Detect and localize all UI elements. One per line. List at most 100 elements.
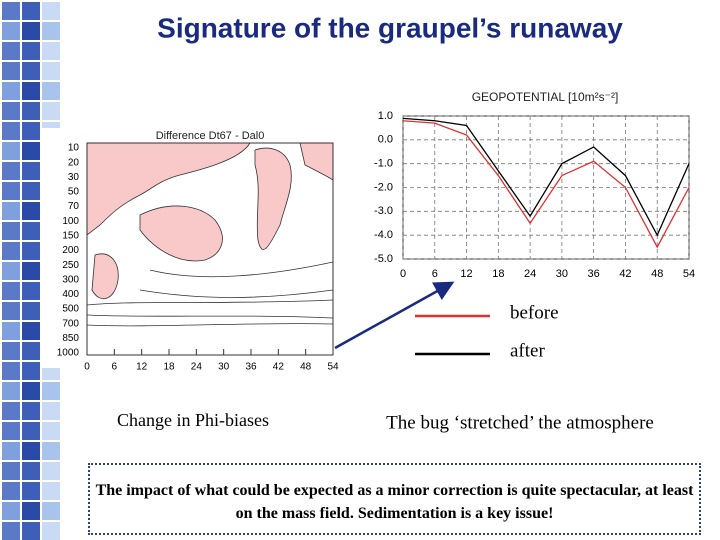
y-tick-label: 100 — [62, 216, 79, 227]
decor-square — [2, 462, 20, 480]
decor-square — [2, 282, 20, 300]
decor-square — [42, 442, 60, 460]
y-tick-label: 10 — [68, 143, 80, 154]
decor-square — [42, 402, 60, 420]
decor-square — [2, 182, 20, 200]
decor-square — [22, 342, 40, 360]
decor-square — [2, 162, 20, 180]
decor-square — [22, 282, 40, 300]
decor-square — [2, 522, 20, 540]
decor-square — [22, 522, 40, 540]
decor-square — [2, 202, 20, 220]
y-tick-label: -3.0 — [374, 205, 393, 217]
y-tick-label: 20 — [68, 157, 80, 168]
decor-square — [42, 522, 60, 540]
decor-square — [2, 502, 20, 520]
y-tick-label: 50 — [68, 187, 80, 198]
series-line — [402, 120, 690, 249]
decor-square — [22, 482, 40, 500]
decor-square — [22, 162, 40, 180]
decor-square — [42, 502, 60, 520]
decor-square — [42, 62, 60, 80]
decor-square — [2, 142, 20, 160]
decor-square — [2, 82, 20, 100]
y-tick-label: 200 — [62, 245, 79, 256]
decor-square — [22, 502, 40, 520]
decor-square — [22, 82, 40, 100]
decor-square — [2, 422, 20, 440]
x-tick-label: 54 — [327, 362, 339, 373]
decor-square — [42, 482, 60, 500]
caption: The bug ‘stretched’ the atmosphere — [386, 412, 654, 433]
plot-frame — [86, 142, 334, 356]
y-tick-label: 70 — [68, 201, 80, 212]
x-tick-label: 12 — [136, 362, 148, 373]
chart-title: GEOPOTENTIAL [10m²s⁻²] — [472, 90, 619, 104]
decor-square — [22, 262, 40, 280]
decor-square — [42, 382, 60, 400]
decor-square — [22, 102, 40, 120]
x-tick-label: 18 — [492, 268, 504, 280]
legend-label: after — [510, 340, 545, 361]
decor-square — [22, 402, 40, 420]
x-tick-label: 12 — [460, 268, 472, 280]
decor-square — [22, 2, 40, 20]
decor-square — [22, 362, 40, 380]
arrow — [334, 281, 455, 350]
decor-square — [2, 342, 20, 360]
decor-square — [22, 202, 40, 220]
decor-square — [42, 42, 60, 60]
x-tick-label: 6 — [432, 268, 438, 280]
decor-square — [22, 462, 40, 480]
decor-square — [22, 122, 40, 140]
decor-square — [22, 382, 40, 400]
decor-square — [2, 302, 20, 320]
x-tick-label: 0 — [400, 268, 406, 280]
x-tick-label: 18 — [163, 362, 175, 373]
decor-square — [42, 82, 60, 100]
x-tick-label: 48 — [651, 268, 663, 280]
contour-field — [86, 142, 334, 355]
chart-title: Difference Dt67 - Dal0 — [156, 130, 265, 142]
decor-square — [2, 482, 20, 500]
x-tick-label: 48 — [300, 362, 312, 373]
y-tick-label: 30 — [68, 172, 80, 183]
y-tick-label: 700 — [62, 318, 79, 329]
decor-square — [2, 222, 20, 240]
decor-square — [22, 62, 40, 80]
decor-gap — [42, 128, 72, 368]
decor-square — [22, 22, 40, 40]
decor-square — [2, 382, 20, 400]
decor-square — [42, 102, 60, 120]
decor-square — [2, 22, 20, 40]
x-tick-label: 42 — [273, 362, 285, 373]
y-tick-label: 1000 — [57, 348, 80, 359]
note-text: The impact of what could be expected as … — [95, 482, 694, 522]
y-tick-label: -2.0 — [374, 181, 393, 193]
caption: Change in Phi-biases — [117, 410, 269, 430]
decor-square — [22, 322, 40, 340]
y-tick-label: 0.0 — [378, 134, 393, 146]
y-tick-label: 150 — [62, 230, 79, 241]
y-tick-label: 400 — [62, 289, 79, 300]
decor-square — [2, 102, 20, 120]
decor-square — [22, 42, 40, 60]
decor-square — [2, 322, 20, 340]
y-tick-label: 500 — [62, 304, 79, 315]
y-tick-label: -5.0 — [374, 253, 393, 265]
decor-square — [2, 42, 20, 60]
y-tick-label: 250 — [62, 260, 79, 271]
decor-square — [22, 182, 40, 200]
y-tick-label: -4.0 — [374, 229, 393, 241]
decor-square — [22, 142, 40, 160]
decor-square — [2, 362, 20, 380]
decor-square — [22, 442, 40, 460]
x-tick-label: 36 — [245, 362, 257, 373]
decor-square — [2, 62, 20, 80]
x-tick-label: 24 — [524, 268, 536, 280]
decor-square — [2, 2, 20, 20]
y-tick-label: 300 — [62, 274, 79, 285]
decor-square — [22, 242, 40, 260]
decor-square — [22, 222, 40, 240]
